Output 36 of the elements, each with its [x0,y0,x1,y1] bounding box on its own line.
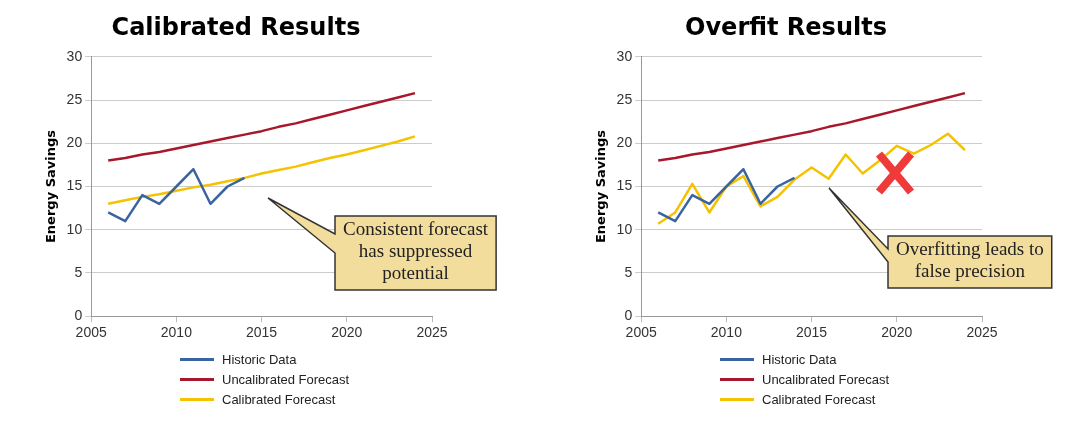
x-tick-label: 2015 [246,324,278,341]
y-axis-title: Energy Savings [593,129,609,244]
y-tick-label: 20 [616,134,633,151]
y-tick-label: 15 [66,177,83,194]
chart-title: Calibrated Results [111,12,361,41]
x-tick-label: 2010 [160,324,193,341]
y-tick-label: 0 [74,307,83,324]
y-tick-label: 10 [66,220,83,237]
y-tick-label: 0 [624,307,633,324]
legend-label: Calibrated Forecast [222,391,336,407]
y-tick-label: 5 [624,263,633,280]
annotation: Consistent forecast has suppressed potential [343,218,489,284]
y-tick-label: 30 [616,47,633,64]
legend-label: Historic Data [222,351,297,367]
y-tick-label: 30 [66,47,83,64]
legend-label: Uncalibrated Forecast [762,371,890,387]
x-tick-label: 2015 [796,324,828,341]
y-tick-label: 25 [616,90,633,107]
y-tick-label: 10 [616,220,633,237]
y-tick-label: 5 [74,263,83,280]
chart-title: Overfit Results [685,12,887,41]
y-tick-label: 25 [66,90,83,107]
x-tick-label: 2025 [416,324,448,341]
x-tick-label: 2020 [881,324,913,341]
annotation: Overfitting leads to false precision [896,238,1044,282]
x-tick-label: 2025 [966,324,998,341]
x-tick-label: 2020 [331,324,363,341]
legend-label: Historic Data [762,351,837,367]
y-tick-label: 15 [616,177,633,194]
x-tick-label: 2005 [75,324,107,341]
legend-label: Calibrated Forecast [762,391,876,407]
x-tick-label: 2010 [710,324,743,341]
legend-label: Uncalibrated Forecast [222,371,350,387]
y-tick-label: 20 [66,134,83,151]
x-tick-label: 2005 [625,324,657,341]
y-axis-title: Energy Savings [43,129,59,244]
